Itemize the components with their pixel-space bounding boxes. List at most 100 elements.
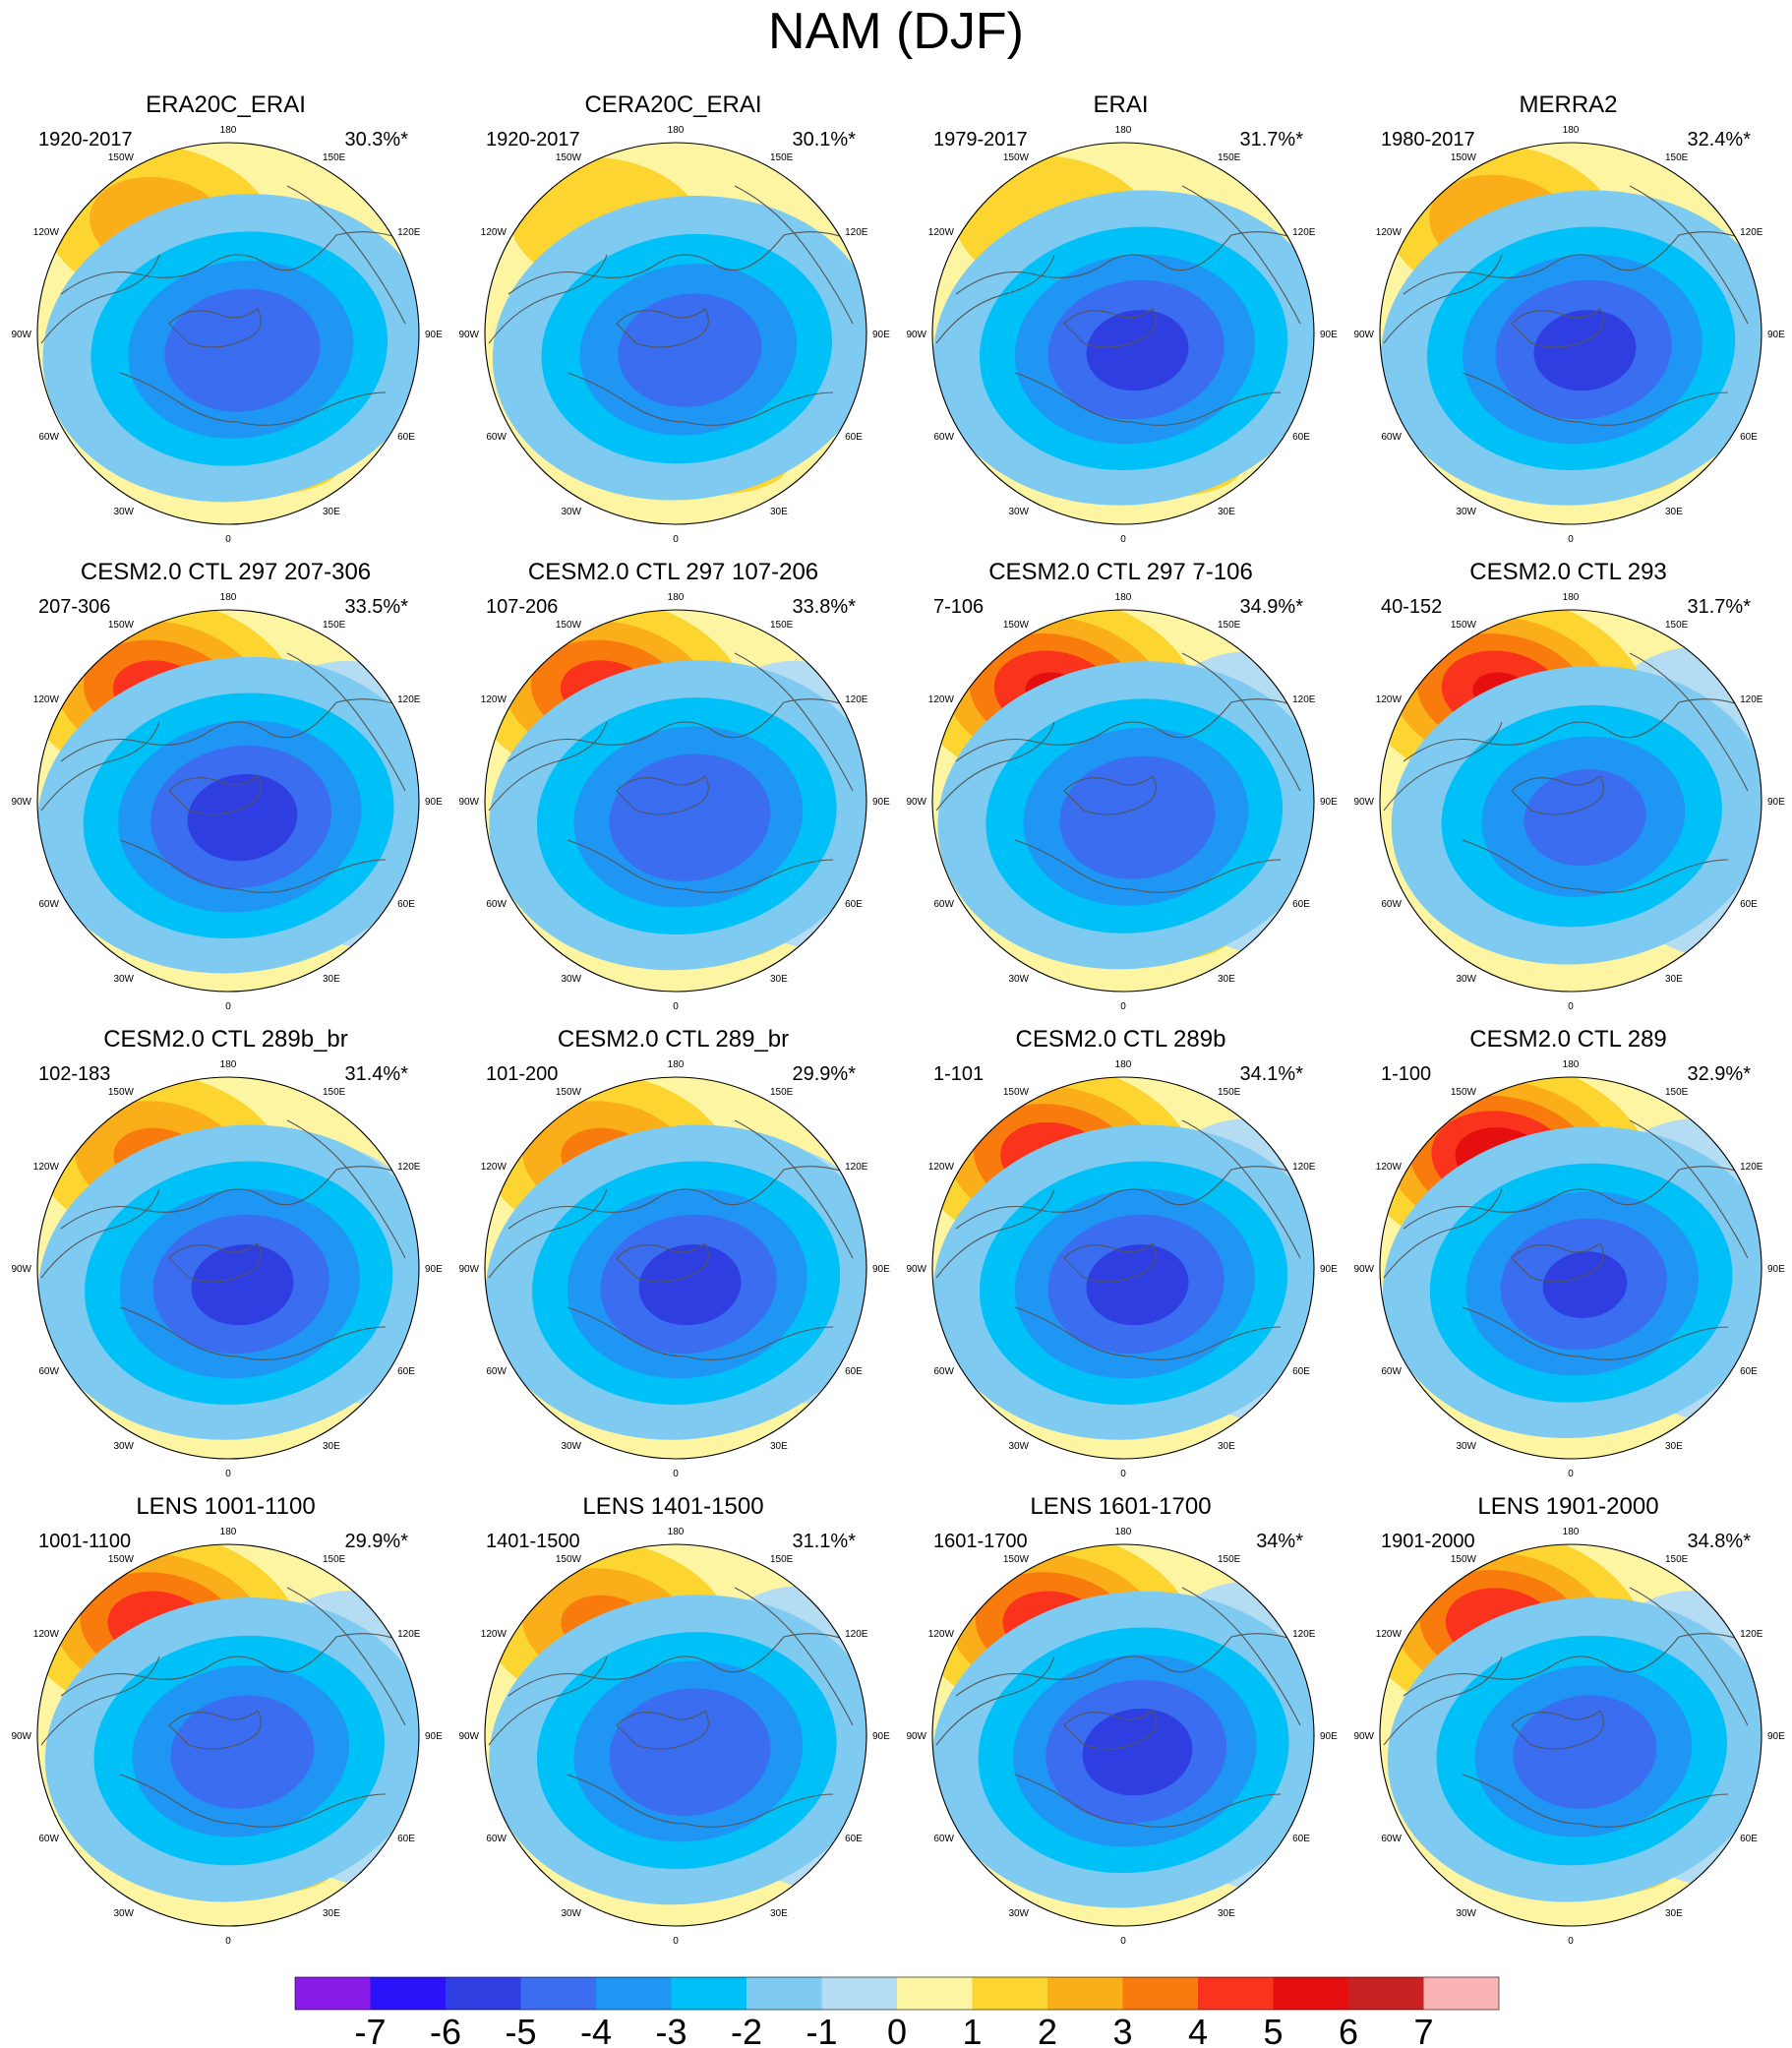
longitude-label: 180 (220, 1059, 237, 1070)
longitude-label: 30W (561, 974, 581, 985)
coastlines (1383, 652, 1759, 893)
longitude-label: 30E (770, 1441, 788, 1452)
longitude-label: 90E (872, 330, 890, 340)
longitude-label: 60E (397, 899, 415, 910)
polar-map: 180 150E 120E 90E 60E 30E 0 30W 60W 90W 120W 150W (11, 592, 443, 1012)
panel-period: 1-101 (933, 1063, 985, 1085)
longitude-label: 60W (486, 432, 507, 443)
map-boundary (36, 1543, 420, 1927)
longitude-label: 30W (561, 1441, 581, 1452)
polar-map: 180 150E 120E 90E 60E 30E 0 30W 60W 90W 120W 150W (1353, 1059, 1785, 1479)
panel-period: 1-100 (1381, 1063, 1432, 1085)
panel-variance-explained: 32.9%* (1687, 1063, 1752, 1085)
coastline-america (935, 1188, 1055, 1279)
colorbar-swatch (1122, 1977, 1198, 2010)
map-boundary (484, 609, 867, 993)
longitude-label: 90E (1320, 1264, 1338, 1275)
longitude-label: 120E (845, 694, 868, 705)
coastlines (488, 185, 864, 426)
colorbar-swatch (821, 1977, 897, 2010)
longitude-label: 0 (1568, 1469, 1574, 1479)
longitude-label: 150W (108, 1087, 135, 1098)
panel-period: 1980-2017 (1381, 129, 1475, 151)
panel-title: MERRA2 (1519, 91, 1618, 118)
polar-map: 180 150E 120E 90E 60E 30E 0 30W 60W 90W 120W 150W (906, 592, 1338, 1012)
polar-map: 180 150E 120E 90E 60E 30E 0 30W 60W 90W 120W 150W (906, 125, 1338, 545)
nam-panel: ERA20C_ERAI 1920-2017 30.3%* 180 150E 120E 90E… (2, 91, 449, 554)
longitude-label: 60W (933, 1366, 954, 1377)
panel-period: 40-152 (1381, 596, 1443, 618)
longitude-label: 30W (1456, 507, 1476, 517)
arctic-negative-contour (1513, 1695, 1657, 1809)
polar-map: 180 150E 120E 90E 60E 30E 0 30W 60W 90W 120W 150W (458, 592, 890, 1012)
longitude-label: 90W (1353, 1264, 1374, 1275)
longitude-label: 150W (1451, 620, 1477, 631)
longitude-label: 150W (1451, 152, 1477, 163)
longitude-label: 90W (11, 1264, 31, 1275)
polar-map: 180 150E 120E 90E 60E 30E 0 30W 60W 90W 120W 150W (458, 125, 890, 545)
colorbar-swatch (446, 1977, 521, 2010)
panel-variance-explained: 31.4%* (344, 1063, 409, 1085)
panel-variance-explained: 29.9%* (344, 1531, 409, 1552)
coastlines (488, 1119, 864, 1360)
longitude-label: 90W (1353, 1731, 1374, 1742)
coastline-america (935, 721, 1055, 812)
coastlines (488, 1587, 864, 1828)
longitude-label: 150E (1218, 152, 1241, 163)
longitude-label: 150W (1003, 152, 1030, 163)
longitude-label: 180 (1115, 125, 1132, 136)
longitude-label: 150E (1218, 620, 1241, 631)
longitude-label: 150E (1665, 152, 1689, 163)
coastline-europe (119, 839, 387, 893)
longitude-label: 90E (1320, 797, 1338, 808)
panel-title: CERA20C_ERAI (584, 91, 762, 118)
longitude-label: 120E (397, 1162, 421, 1173)
coastline-europe (1014, 1774, 1282, 1828)
coastline-greenland (168, 775, 262, 815)
longitude-label: 0 (1120, 1936, 1126, 1947)
colorbar-tick-label: -2 (731, 2012, 762, 2048)
coastline-asia (286, 652, 406, 792)
longitude-label: 30W (1456, 974, 1476, 985)
colorbar-tick-label: -1 (806, 2012, 837, 2048)
coastline-asia (286, 1587, 406, 1726)
longitude-label: 150W (556, 152, 582, 163)
coastline-asia (734, 652, 854, 792)
coastline-greenland (1063, 775, 1157, 815)
longitude-label: 30E (770, 507, 788, 517)
panel-variance-explained: 29.9%* (792, 1063, 857, 1085)
longitude-label: 150E (770, 152, 794, 163)
coastline-greenland (1511, 1710, 1604, 1750)
contour-field (37, 1544, 419, 1926)
longitude-label: 180 (1115, 1527, 1132, 1537)
longitude-label: 90W (906, 1731, 926, 1742)
longitude-label: 90E (425, 1731, 443, 1742)
longitude-label: 30W (113, 1441, 134, 1452)
coastlines (935, 652, 1311, 893)
panel-title: LENS 1401-1500 (582, 1493, 764, 1520)
longitude-label: 180 (220, 1527, 237, 1537)
coastline-asia (734, 185, 854, 325)
coastline-asia (1629, 1587, 1749, 1726)
contour-field (485, 1544, 866, 1926)
panel-variance-explained: 31.1%* (792, 1531, 857, 1552)
coastline-greenland (1063, 1242, 1157, 1283)
longitude-label: 30W (1008, 1441, 1029, 1452)
longitude-label: 90W (458, 1264, 479, 1275)
longitude-label: 150W (108, 1554, 135, 1565)
arctic-negative-contour (1082, 1708, 1193, 1796)
longitude-label: 150E (323, 1554, 346, 1565)
coastline-america (40, 254, 160, 344)
longitude-label: 30E (323, 1908, 340, 1919)
nam-panel: CESM2.0 CTL 289b 1-101 34.1%* 180 150E 120E 90… (897, 1026, 1344, 1488)
longitude-label: 120E (1292, 1629, 1316, 1640)
panel-period: 1901-2000 (1381, 1531, 1475, 1552)
longitude-label: 30E (1665, 1441, 1683, 1452)
longitude-label: 30E (1665, 974, 1683, 985)
polar-map: 180 150E 120E 90E 60E 30E 0 30W 60W 90W 120W 150W (1353, 1527, 1785, 1947)
polar-map: 180 150E 120E 90E 60E 30E 0 30W 60W 90W 120W 150W (11, 1059, 443, 1479)
longitude-label: 30W (1456, 1441, 1476, 1452)
coastline-america (40, 1656, 160, 1746)
colorbar-swatch (1423, 1977, 1499, 2010)
longitude-label: 120W (481, 1162, 508, 1173)
